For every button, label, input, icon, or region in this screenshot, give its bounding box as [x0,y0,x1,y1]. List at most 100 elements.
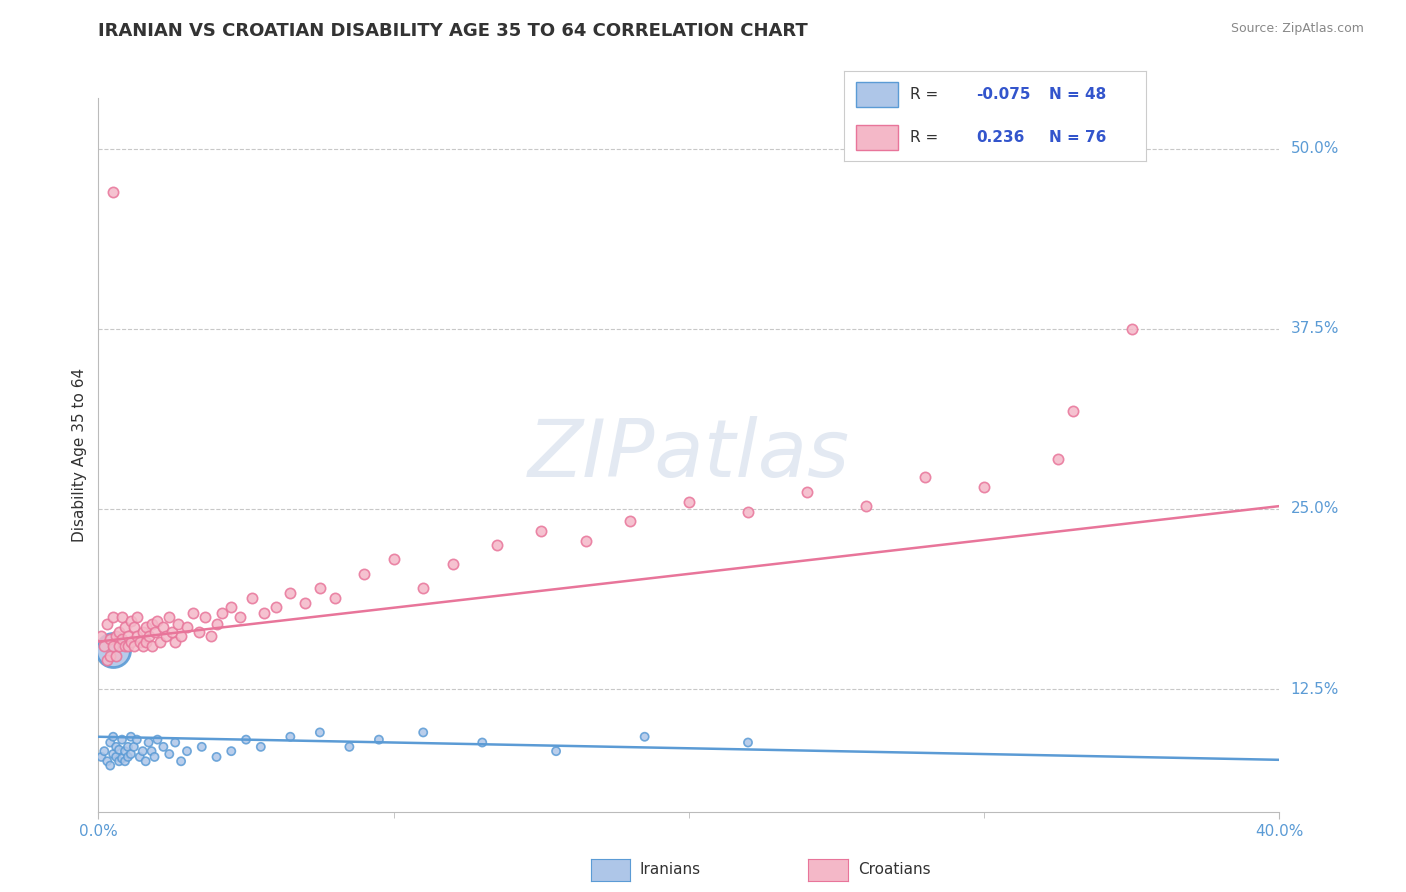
Point [278,730,302,744]
Point [132,639,155,653]
Point [412,725,434,739]
Point [108,639,131,653]
Point [125,629,148,643]
Point [219,744,242,758]
Point [143,624,166,639]
Point [108,754,131,768]
Point [165,634,187,648]
Point [114,620,136,634]
Point [323,591,346,606]
Point [167,617,190,632]
Text: IRANIAN VS CROATIAN DISABILITY AGE 35 TO 64 CORRELATION CHART: IRANIAN VS CROATIAN DISABILITY AGE 35 TO… [98,22,808,40]
Point [170,754,193,768]
Point [125,610,148,624]
Point [120,634,142,648]
Point [98,632,121,646]
Point [176,620,198,634]
Point [98,758,121,772]
Point [122,739,145,754]
Point [191,739,214,754]
Point [105,629,128,643]
Point [146,615,169,629]
Point [114,639,136,653]
Point [114,754,136,768]
Point [294,596,316,610]
Point [530,524,553,538]
Point [155,629,177,643]
Point [103,639,125,653]
Point [1121,322,1143,336]
Point [135,634,157,648]
Point [309,725,332,739]
Point [181,606,204,620]
Point [382,552,405,566]
Point [337,739,360,754]
Point [973,480,995,494]
Point [93,744,115,758]
Point [103,185,125,199]
Text: 37.5%: 37.5% [1291,321,1339,336]
Point [737,735,759,749]
Point [98,648,121,663]
Point [103,610,125,624]
Point [157,610,180,624]
Point [117,739,139,754]
Point [120,747,142,761]
Point [132,624,155,639]
Point [855,499,877,513]
Text: Croatians: Croatians [858,863,931,877]
Text: N = 76: N = 76 [1049,130,1107,145]
Point [108,624,131,639]
Point [1062,404,1084,418]
Point [250,739,273,754]
Point [146,732,169,747]
Point [211,606,233,620]
Point [108,743,131,757]
Point [264,600,287,615]
Point [138,629,160,643]
Text: Source: ZipAtlas.com: Source: ZipAtlas.com [1230,22,1364,36]
Point [914,470,936,484]
Point [309,581,332,595]
Point [138,735,160,749]
Text: 25.0%: 25.0% [1291,501,1339,516]
Point [105,648,128,663]
Point [135,620,157,634]
Point [149,634,172,648]
Point [141,639,163,653]
Point [194,610,217,624]
Point [205,617,228,632]
Point [176,744,198,758]
Point [574,533,596,548]
Text: Iranians: Iranians [640,863,700,877]
Point [152,739,174,754]
Point [120,615,142,629]
Point [96,617,118,632]
Point [135,754,157,768]
Text: R =: R = [910,130,943,145]
Point [117,629,139,643]
Point [125,732,148,747]
Text: ZIPatlas: ZIPatlas [527,416,851,494]
Text: 50.0%: 50.0% [1291,141,1339,156]
Point [143,750,166,764]
Point [486,538,509,552]
Point [128,634,150,648]
Point [240,591,263,606]
Bar [856,125,898,150]
Text: -0.075: -0.075 [977,87,1031,102]
Point [205,750,228,764]
Point [114,744,136,758]
Point [796,484,818,499]
Point [200,629,222,643]
Point [235,732,257,747]
Point [229,610,252,624]
Point [103,643,125,657]
Point [162,624,183,639]
Point [368,732,391,747]
Point [471,735,494,749]
Point [120,730,142,744]
Point [90,629,112,643]
Point [1046,451,1069,466]
Point [122,639,145,653]
